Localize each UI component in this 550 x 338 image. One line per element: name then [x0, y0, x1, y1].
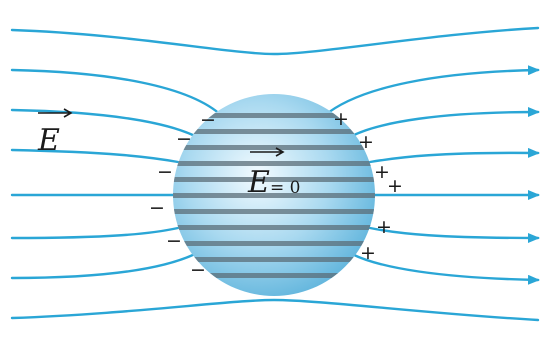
vector-arrow-icon — [38, 108, 73, 118]
negative-charge: − — [149, 197, 165, 219]
positive-charge: + — [376, 216, 392, 238]
external-field-label: E — [37, 108, 73, 158]
field-line-4 — [10, 150, 538, 162]
field-line-3 — [10, 110, 538, 138]
field-line-2 — [10, 70, 538, 118]
field-lines — [10, 26, 540, 322]
field-line-8 — [10, 298, 540, 322]
internal-field-label: E = 0 — [247, 147, 300, 200]
negative-charge: − — [176, 128, 192, 150]
negative-charge: − — [200, 109, 216, 131]
positive-charges: + + + + + + — [333, 108, 403, 264]
positive-charge: + — [333, 108, 349, 130]
conducting-sphere — [173, 94, 375, 296]
negative-charge: − — [166, 230, 182, 252]
negative-charges: − − − − − − — [149, 109, 216, 281]
internal-field-symbol: E — [247, 165, 270, 200]
positive-charge: + — [374, 161, 390, 183]
field-line-1 — [10, 26, 540, 56]
field-line-7 — [10, 252, 538, 280]
internal-field-value: = 0 — [270, 178, 300, 198]
positive-charge: + — [358, 131, 374, 153]
external-field-symbol: E — [37, 123, 60, 158]
negative-charge: − — [157, 161, 173, 183]
vector-arrow-icon — [250, 147, 285, 157]
positive-charge: + — [360, 242, 376, 264]
field-line-6 — [10, 226, 538, 238]
sphere-strips — [173, 113, 375, 278]
negative-charge: − — [190, 259, 206, 281]
positive-charge: + — [387, 175, 403, 197]
